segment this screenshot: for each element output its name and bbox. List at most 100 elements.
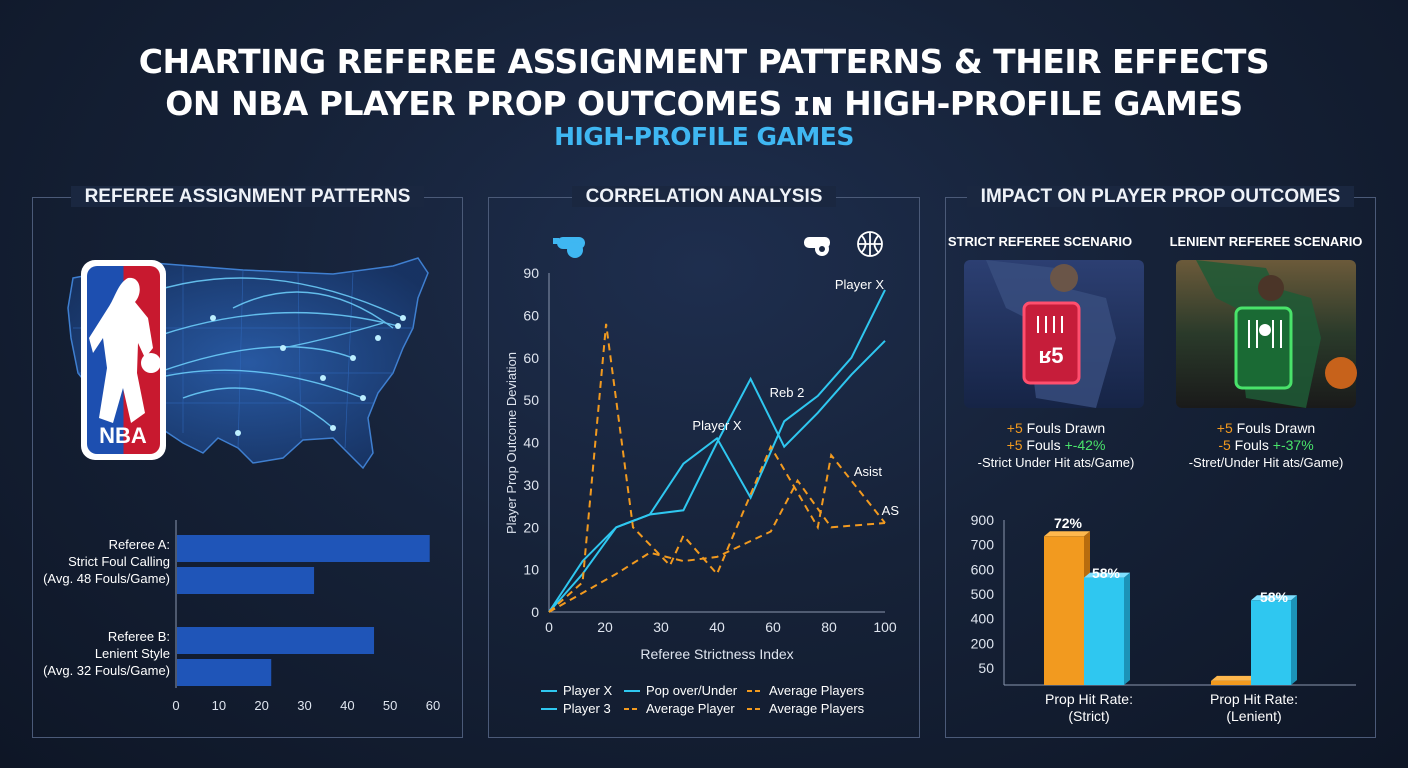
- strict-scenario-image: ʁ5: [964, 260, 1144, 408]
- series-annotation: Reb 2: [770, 385, 805, 400]
- x-tick-label: 0: [545, 619, 553, 635]
- panel-title-mid: CORRELATION ANALYSIS: [571, 186, 837, 207]
- bar-top: [1044, 531, 1090, 537]
- nba-logo: NBA: [81, 260, 166, 460]
- prop-bar-2-2: [1251, 600, 1291, 685]
- legend-label: Pop over/Under: [646, 683, 738, 698]
- x-tick-label: 60: [765, 619, 781, 635]
- svg-text:ʁ5: ʁ5: [1038, 343, 1063, 368]
- y-tick-label: 50: [523, 392, 539, 408]
- bar-group-label: Referee A:: [109, 537, 170, 552]
- bar-top: [1251, 595, 1297, 601]
- x-tick-label: 60: [426, 698, 440, 713]
- category-label: (Strict): [1068, 708, 1109, 724]
- bar-top: [1084, 572, 1130, 578]
- x-tick-label: 40: [340, 698, 354, 713]
- series-line-2: [548, 340, 886, 613]
- nba-logo-text: NBA: [99, 423, 147, 448]
- x-axis-ticks: 0 10 20 30 40 50 60: [172, 698, 440, 713]
- y-tick-label: 90: [523, 265, 539, 281]
- whistle-icon: [804, 237, 830, 256]
- x-tick-label: 50: [383, 698, 397, 713]
- legend-label: Average Players: [769, 683, 865, 698]
- page-title-line-2: ON NBA PLAYER PROP OUTCOMES ɪɴ HIGH-PROF…: [165, 84, 1243, 123]
- panel-title-right: IMPACT ON PLAYER PROP OUTCOMES: [966, 186, 1355, 207]
- referee-bar-chart: [175, 520, 430, 688]
- y-tick-label: 60: [523, 350, 539, 366]
- prop-bar-1-2: [1211, 680, 1251, 685]
- y-tick-label: 50: [978, 660, 994, 676]
- x-tick-label: 20: [597, 619, 613, 635]
- category-label: Prop Hit Rate:: [1045, 691, 1133, 707]
- referee-assignment-panel: REFEREE ASSIGNMENT PATTERNS: [32, 186, 463, 738]
- correlation-svg: 0 10 20 30 40 50 60 60 90 0 20 30 40 60 80 100 Referee S…: [504, 231, 899, 716]
- legend-label: Player 3: [563, 701, 611, 716]
- y-tick-label: 0: [531, 604, 539, 620]
- referee-labels: Referee A: Strict Foul Calling (Avg. 48 Fo…: [43, 537, 170, 678]
- prop-bar-2-1: [1084, 577, 1124, 685]
- data-label: 72%: [1054, 515, 1083, 531]
- bar-side: [1291, 595, 1297, 685]
- series-annotation: AS: [882, 503, 900, 518]
- strict-under-hit: -Strict Under Hit ats/Game): [978, 455, 1135, 470]
- x-tick-label: 20: [254, 698, 268, 713]
- x-tick-label: 30: [653, 619, 669, 635]
- series-annotation: Player X: [835, 277, 884, 292]
- x-tick-label: 30: [297, 698, 311, 713]
- bar-2-2: [177, 659, 272, 686]
- referee-panel-svg: NBA Referee A: Strict Foul Calling (Avg. 4…: [43, 257, 440, 713]
- category-label: (Lenient): [1226, 708, 1281, 724]
- panel-title-left: REFEREE ASSIGNMENT PATTERNS: [70, 186, 425, 207]
- lenient-scenario-label: LENIENT REFEREE SCENARIO: [1170, 234, 1363, 249]
- y-tick-label: 40: [523, 435, 539, 451]
- data-label: 58%: [1092, 565, 1121, 581]
- impact-svg: STRICT REFEREE SCENARIO LENIENT REFEREE …: [948, 234, 1363, 724]
- whistle-icon: [553, 237, 585, 258]
- lenient-under-hit: -Stret/Under Hit ats/Game): [1189, 455, 1344, 470]
- impact-panel: IMPACT ON PLAYER PROP OUTCOMES STRICT RE…: [945, 186, 1376, 738]
- x-tick-label: 10: [212, 698, 226, 713]
- y-tick-label: 500: [971, 586, 995, 602]
- series-line-4: [548, 478, 886, 613]
- line-chart-text: 0 10 20 30 40 50 60 60 90 0 20 30 40 60 80 100 Referee S…: [504, 265, 899, 716]
- line-chart-axes: [548, 273, 885, 613]
- y-tick-label: 200: [971, 635, 995, 651]
- prop-hit-rate-chart: 900 700 600 500 400 200 50 72% 58% 58% Prop Hit Ra…: [971, 512, 1356, 724]
- y-tick-label: 20: [523, 519, 539, 535]
- bar-group-label: (Avg. 48 Fouls/Game): [43, 571, 170, 586]
- y-axis-label: Player Prop Outcome Deviation: [504, 352, 519, 534]
- strict-fouls-drawn: +5 Fouls Drawn: [1007, 420, 1105, 436]
- bar-2-1: [177, 627, 375, 654]
- lenient-fouls-drawn: +5 Fouls Drawn: [1217, 420, 1315, 436]
- legend-label: Average Player: [646, 701, 735, 716]
- legend-label: Average Players: [769, 701, 865, 716]
- series-annotation: Player X: [692, 418, 741, 433]
- x-tick-label: 80: [821, 619, 837, 635]
- x-axis-label: Referee Strictness Index: [640, 646, 793, 662]
- category-label: Prop Hit Rate:: [1210, 691, 1298, 707]
- strict-scenario-label: STRICT REFEREE SCENARIO: [948, 234, 1132, 249]
- bar-top: [1211, 675, 1257, 681]
- strict-fouls-delta: +5 Fouls +-42%: [1007, 437, 1106, 453]
- y-tick-label: 600: [971, 561, 995, 577]
- line-chart-series: [548, 289, 886, 613]
- legend-label: Player X: [563, 683, 612, 698]
- series-line-3: [548, 323, 886, 613]
- x-tick-label: 0: [172, 698, 179, 713]
- bar-group-label: (Avg. 32 Fouls/Game): [43, 663, 170, 678]
- series-line-1: [548, 289, 886, 613]
- y-tick-label: 30: [523, 477, 539, 493]
- x-tick-label: 100: [873, 619, 897, 635]
- y-tick-label: 900: [971, 512, 995, 528]
- bar-side: [1124, 572, 1130, 685]
- y-tick-label: 60: [523, 307, 539, 323]
- correlation-panel: CORRELATION ANALYSIS 0 10 20 30 40 50 60 60 90 0 2…: [488, 186, 920, 738]
- y-tick-label: 400: [971, 611, 995, 627]
- bar-1-1: [177, 535, 430, 562]
- prop-bar-1-1: [1044, 536, 1084, 685]
- data-label: 58%: [1260, 589, 1289, 605]
- bar-group-label: Referee B:: [108, 629, 170, 644]
- bar-1-2: [177, 567, 315, 594]
- page-subtitle: HIGH-PROFILE GAMES: [554, 122, 854, 151]
- bar-group-label: Lenient Style: [95, 646, 170, 661]
